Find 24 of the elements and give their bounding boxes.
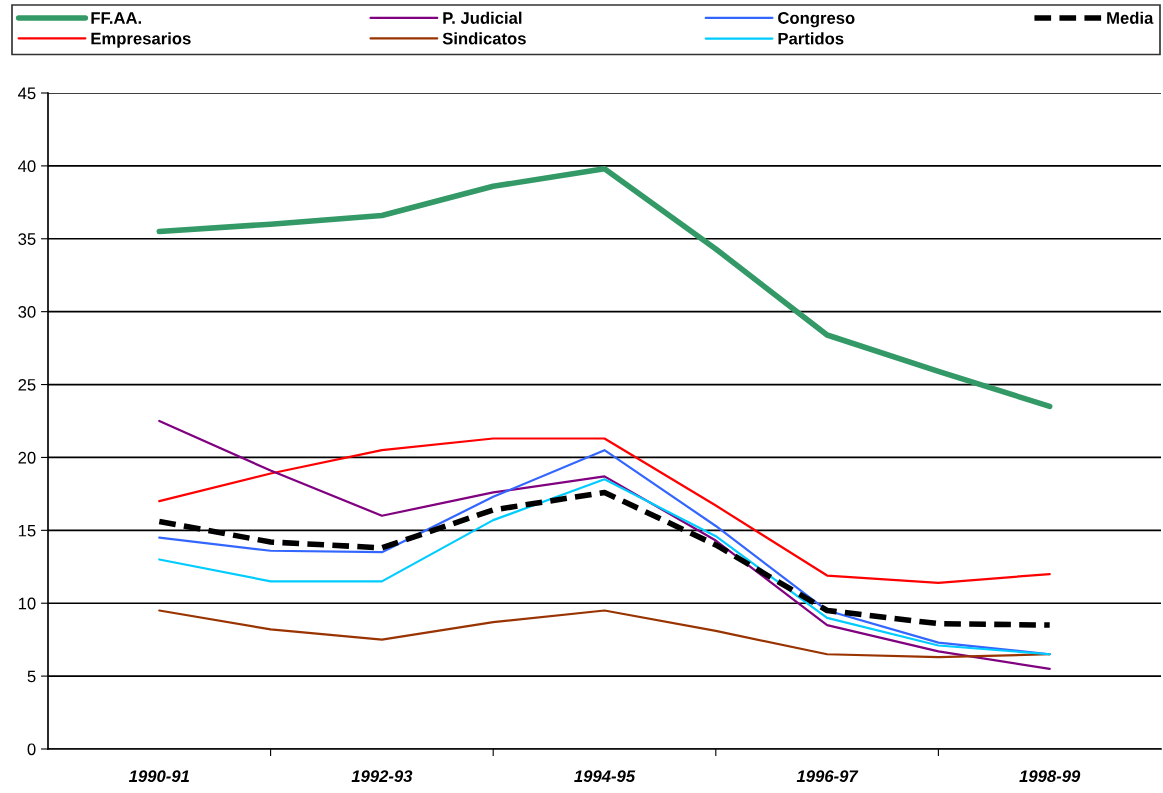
y-tick-label: 25 bbox=[18, 378, 36, 391]
y-tick-label: 20 bbox=[18, 451, 36, 464]
y-tick-label: 10 bbox=[18, 597, 36, 610]
y-tick-label: 45 bbox=[18, 87, 36, 100]
legend-label: Partidos bbox=[778, 32, 844, 45]
y-tick-label: 40 bbox=[18, 160, 36, 173]
y-tick-label: 0 bbox=[27, 743, 36, 756]
line-series bbox=[158, 419, 1051, 670]
x-tick-label: 1992-93 bbox=[351, 770, 413, 783]
y-tick-label: 30 bbox=[18, 306, 36, 318]
y-tick-label: 5 bbox=[27, 670, 36, 683]
x-tick-label: 1996-97 bbox=[796, 770, 859, 783]
x-tick-label: 1990-91 bbox=[128, 770, 189, 783]
y-tick-label: 35 bbox=[18, 233, 36, 245]
legend-label: FF.AA. bbox=[91, 12, 142, 24]
line-series bbox=[158, 437, 1051, 584]
legend-label: Empresarios bbox=[91, 32, 191, 48]
y-tick-label: 15 bbox=[18, 524, 36, 537]
x-tick-label: 1994-95 bbox=[574, 770, 636, 783]
legend-label: Sindicatos bbox=[442, 32, 526, 45]
legend-label: Media bbox=[1107, 11, 1154, 24]
legend-label: P. Judicial bbox=[443, 11, 522, 24]
legend-label: Congreso bbox=[778, 12, 855, 28]
x-tick-label: 1998-99 bbox=[1019, 770, 1081, 783]
